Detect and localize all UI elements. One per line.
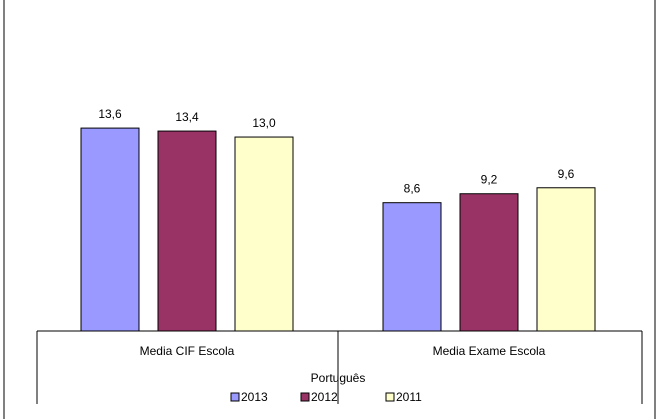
legend-swatch-2011 — [385, 392, 395, 402]
legend-swatch-2013 — [230, 392, 240, 402]
bar-2012-2 — [459, 193, 519, 332]
legend: 2013 2012 2011 — [230, 390, 422, 404]
category-label: Media CIF Escola — [140, 344, 235, 358]
category-axis: Media CIF Escola Media Exame Escola — [36, 330, 643, 404]
data-label-layer: 13,6 13,4 13,0 8,6 9,2 9,6 — [98, 107, 574, 196]
bar-2011-1 — [234, 136, 294, 332]
chart-frame — [3, 0, 656, 419]
data-label: 9,2 — [481, 173, 498, 187]
legend-swatch-2012 — [300, 392, 310, 402]
category-label: Media Exame Escola — [433, 344, 546, 358]
bar-2013-2 — [382, 202, 442, 332]
bar-2011-2 — [536, 187, 596, 332]
data-label: 8,6 — [404, 182, 421, 196]
data-label: 13,4 — [175, 110, 199, 124]
data-label: 13,6 — [98, 107, 122, 121]
legend-label-2011: 2011 — [396, 390, 422, 404]
legend-label-2012: 2012 — [311, 390, 338, 404]
legend-label-2013: 2013 — [241, 390, 268, 404]
bar-2012-1 — [157, 130, 217, 332]
chart-border — [3, 0, 656, 419]
data-label: 9,6 — [558, 167, 575, 181]
group-title: Português — [311, 371, 366, 385]
data-label: 13,0 — [252, 116, 276, 130]
bar-2013-1 — [80, 127, 140, 332]
bar-layer — [80, 127, 596, 332]
